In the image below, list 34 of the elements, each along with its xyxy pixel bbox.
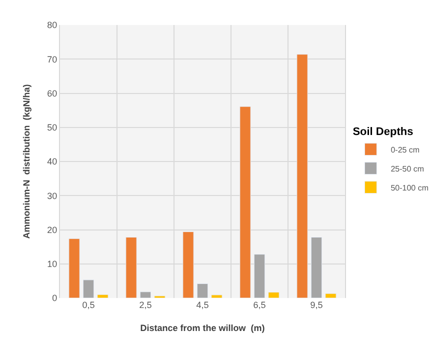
legend-title: Soil Depths <box>352 126 414 138</box>
legend-label: 50-100 cm <box>390 183 429 192</box>
bar <box>126 237 137 298</box>
bar <box>196 283 208 298</box>
y-tick-label: 50 <box>47 122 58 133</box>
x-tick-label: 0,5 <box>82 300 95 310</box>
bar <box>296 54 308 298</box>
bar <box>310 237 322 298</box>
y-tick-label: 0 <box>52 293 58 304</box>
y-tick-label: 10 <box>47 259 58 270</box>
x-axis-title: Distance from the willow (m) <box>140 322 265 333</box>
bar <box>211 294 222 298</box>
bar <box>68 238 80 298</box>
bar <box>182 232 194 298</box>
y-tick-label: 80 <box>47 20 58 30</box>
bar <box>140 292 152 298</box>
legend-label: 25-50 cm <box>390 164 424 174</box>
y-tick-label: 20 <box>47 224 58 235</box>
y-axis-title: Ammonium-N distribution (kgN/ha) <box>22 84 32 239</box>
x-tick-label: 9,5 <box>310 300 323 310</box>
bar <box>268 292 280 298</box>
bar <box>325 293 336 298</box>
bar <box>82 280 94 298</box>
legend-label: 0-25 cm <box>390 145 420 154</box>
y-tick-label: 60 <box>47 88 58 98</box>
y-tick-label: 70 <box>47 54 58 64</box>
x-tick-label: 6,5 <box>253 300 266 310</box>
bar <box>240 106 251 298</box>
y-tick-label: 30 <box>47 190 58 201</box>
x-tick-label: 4,5 <box>196 300 209 310</box>
x-tick-label: 2,5 <box>139 300 152 310</box>
y-tick-label: 40 <box>47 156 58 167</box>
bar <box>254 254 266 298</box>
bar <box>97 294 108 298</box>
